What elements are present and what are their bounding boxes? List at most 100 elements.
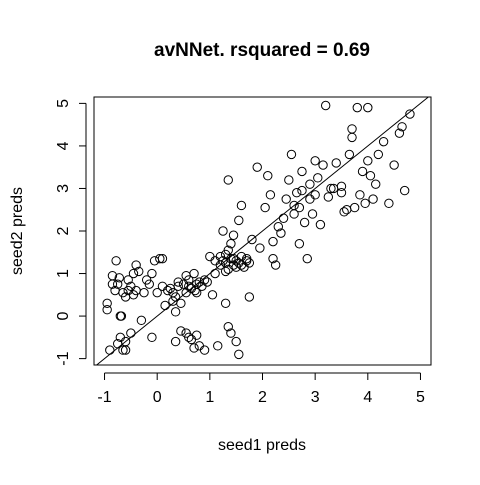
y-tick-label: 1	[55, 269, 72, 278]
data-point	[378, 136, 389, 147]
data-point	[223, 322, 233, 332]
data-point	[105, 345, 115, 355]
data-point	[336, 181, 347, 192]
data-point	[363, 156, 373, 166]
data-point	[120, 345, 131, 355]
data-point	[228, 253, 239, 264]
data-point	[263, 171, 273, 181]
data-point	[184, 275, 194, 285]
x-tick-label: 2	[258, 389, 267, 406]
x-axis: -1 0 1 2 3 4 5	[97, 372, 425, 406]
data-point	[363, 102, 373, 113]
x-tick-label: 0	[153, 389, 162, 406]
data-point	[170, 336, 181, 347]
data-point	[252, 162, 262, 172]
data-point	[155, 253, 165, 264]
y-tick-label: 3	[55, 184, 72, 193]
y-tick-label: 4	[55, 141, 72, 150]
y-tick-label: -1	[55, 351, 72, 365]
data-point	[226, 239, 236, 249]
data-point	[315, 219, 326, 230]
data-point	[202, 277, 212, 287]
data-point	[310, 156, 320, 166]
data-point	[305, 194, 315, 204]
data-point	[118, 345, 128, 355]
data-point	[299, 217, 310, 228]
data-point	[286, 149, 297, 160]
reference-line	[96, 96, 429, 366]
data-point	[152, 287, 162, 298]
data-point	[302, 253, 312, 264]
data-point	[313, 173, 323, 183]
data-point	[123, 275, 133, 285]
y-axis-title: seed2 preds	[9, 187, 26, 275]
data-point	[268, 253, 278, 264]
data-point	[360, 198, 370, 209]
data-point	[226, 328, 236, 338]
data-point	[189, 343, 199, 353]
data-point	[215, 260, 226, 270]
data-point	[397, 122, 407, 132]
data-point	[289, 209, 299, 219]
data-point	[160, 300, 170, 311]
data-point	[210, 256, 220, 266]
data-point	[236, 200, 247, 211]
data-point	[323, 192, 334, 202]
data-point	[102, 305, 112, 315]
data-point	[223, 175, 233, 185]
chart-title: avNNet. rsquared = 0.69	[154, 40, 370, 61]
data-point	[371, 179, 381, 189]
data-point	[339, 207, 349, 217]
data-point	[139, 287, 149, 298]
data-point	[368, 194, 378, 204]
data-point	[326, 183, 336, 194]
data-point	[149, 256, 160, 266]
data-point	[284, 175, 294, 185]
x-tick-label: 3	[311, 389, 320, 406]
data-point	[318, 160, 328, 170]
data-point	[170, 292, 181, 302]
x-tick-label: 5	[416, 389, 425, 406]
data-point	[352, 102, 362, 113]
data-point	[270, 260, 281, 270]
data-point	[220, 266, 231, 277]
data-point	[260, 202, 270, 213]
data-point	[199, 275, 210, 285]
data-point	[349, 202, 360, 213]
data-point	[173, 281, 183, 291]
data-point	[268, 236, 278, 247]
data-point	[310, 190, 320, 200]
data-point	[113, 279, 123, 289]
data-point	[147, 332, 157, 343]
data-point	[294, 239, 305, 249]
data-point	[157, 253, 168, 264]
data-point	[347, 124, 357, 134]
data-point	[123, 285, 133, 296]
data-point	[107, 279, 118, 289]
data-point	[305, 179, 315, 189]
data-point	[342, 205, 352, 215]
data-point	[210, 268, 220, 279]
y-tick-label: 5	[55, 99, 72, 108]
data-point	[228, 230, 239, 240]
data-point	[357, 166, 368, 177]
data-point	[231, 336, 241, 347]
data-point	[116, 311, 127, 321]
y-tick-label: 0	[55, 312, 72, 321]
data-point	[205, 251, 215, 262]
data-point	[320, 100, 331, 111]
data-point	[384, 198, 394, 209]
data-point	[190, 285, 200, 296]
data-point	[234, 349, 244, 360]
data-point	[405, 109, 415, 119]
data-point	[244, 292, 255, 302]
data-point	[189, 268, 199, 279]
data-point	[223, 245, 233, 255]
data-point	[307, 209, 318, 219]
data-point	[170, 307, 181, 317]
data-point	[226, 253, 236, 264]
data-point	[163, 285, 173, 296]
data-point	[111, 256, 121, 266]
x-tick-label: 1	[205, 389, 214, 406]
